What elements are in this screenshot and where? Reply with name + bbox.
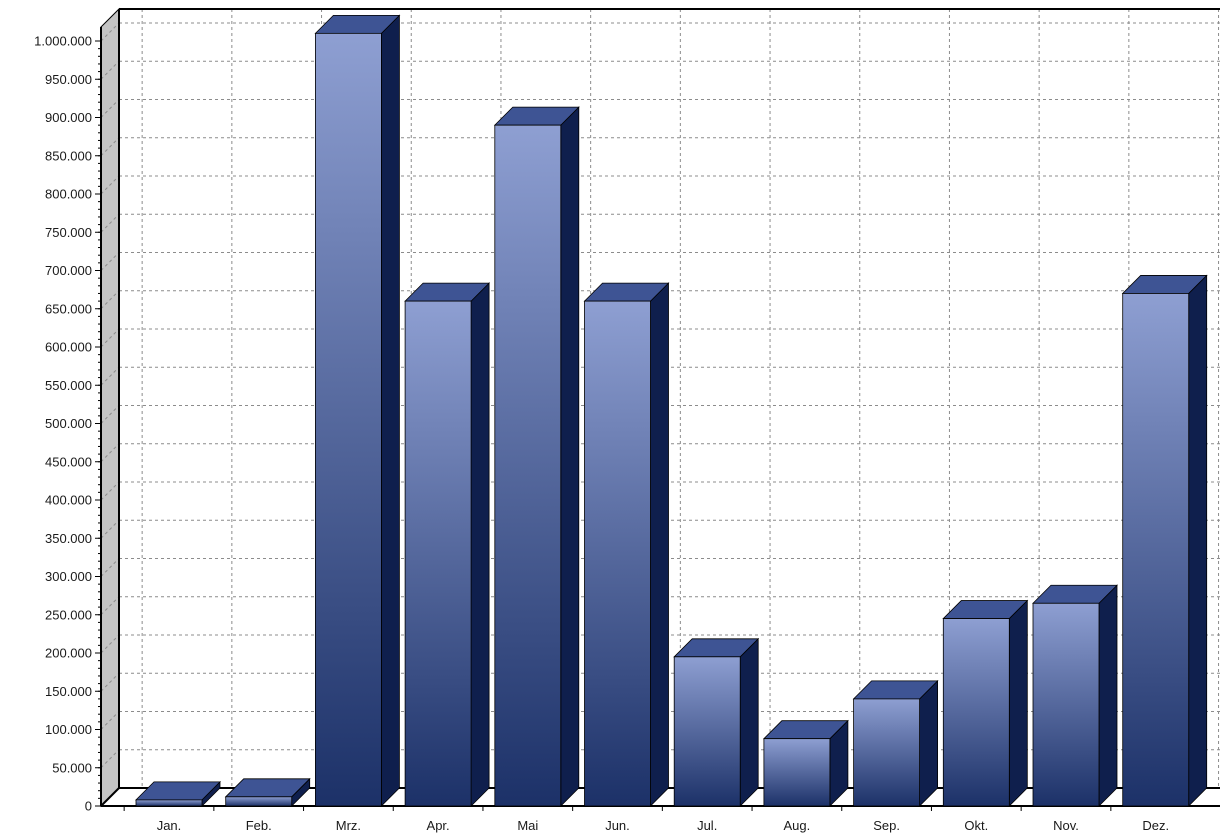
y-gridline-wall: [100, 60, 120, 80]
y-gridline-wall: [100, 596, 120, 616]
y-gridline-wall: [100, 175, 120, 195]
y-tick-label: 100.000: [45, 722, 92, 737]
y-gridline-wall: [100, 328, 120, 348]
bar-jul: [673, 637, 760, 807]
y-tick-label: 800.000: [45, 187, 92, 202]
y-gridline-wall: [100, 290, 120, 310]
x-tick-label: Jul.: [697, 818, 717, 833]
y-gridline-wall: [100, 749, 120, 769]
bar-front: [404, 300, 472, 807]
y-tick-label: 450.000: [45, 454, 92, 469]
bar-apr: [404, 282, 491, 807]
x-tick-label: Nov.: [1053, 818, 1079, 833]
x-tick-label: Apr.: [427, 818, 450, 833]
bar-jan: [135, 780, 221, 807]
bar-side: [1188, 274, 1208, 807]
bar-front: [673, 656, 741, 807]
bar-side: [560, 106, 580, 807]
bar-front: [314, 32, 382, 807]
x-tick-label: Okt.: [964, 818, 988, 833]
bar-front: [584, 300, 651, 807]
bar-front: [135, 799, 203, 807]
y-gridline-wall: [100, 443, 120, 463]
y-gridline-wall: [100, 213, 120, 233]
bar-side: [380, 14, 400, 807]
y-tick-label: 500.000: [45, 416, 92, 431]
y-tick-label: 50.000: [52, 760, 92, 775]
bar-side: [650, 282, 669, 807]
floor-edge: [100, 787, 120, 807]
x-tick-label: Sep.: [873, 818, 900, 833]
y-tick-label: 250.000: [45, 607, 92, 622]
bar-front: [942, 618, 1010, 807]
bar-side: [1008, 599, 1028, 807]
bar-side: [739, 637, 759, 807]
x-tick-label: Mai: [517, 818, 538, 833]
y-gridline-wall: [100, 558, 120, 577]
y-tick-label: 700.000: [45, 263, 92, 278]
bar-front: [225, 796, 293, 807]
bar-front: [494, 124, 562, 807]
bar-mai: [493, 106, 580, 807]
y-gridline-wall: [100, 672, 120, 692]
y-gridline-wall: [100, 22, 120, 42]
y-gridline-wall: [100, 481, 120, 501]
y-tick-label: 900.000: [45, 110, 92, 125]
y-tick-label: 200.000: [45, 646, 92, 661]
y-tick-label: 850.000: [45, 148, 92, 163]
y-gridline-wall: [100, 405, 120, 424]
bar-side: [919, 679, 938, 807]
bar-side: [1098, 584, 1118, 807]
bar-front: [1122, 293, 1190, 807]
y-tick-label: 950.000: [45, 72, 92, 87]
y-tick-label: 600.000: [45, 340, 92, 355]
x-tick-label: Mrz.: [336, 818, 361, 833]
y-tick-label: 350.000: [45, 531, 92, 546]
bar-okt: [942, 599, 1029, 807]
y-tick-label: 550.000: [45, 378, 92, 393]
y-gridline-wall: [100, 366, 120, 386]
left-wall: [100, 7, 120, 808]
y-gridline-wall: [100, 711, 120, 730]
y-gridline-wall: [100, 137, 120, 157]
x-tick-label: Aug.: [784, 818, 811, 833]
bar-mrz: [314, 14, 401, 807]
bar-feb: [224, 777, 311, 807]
y-tick-label: 0: [85, 799, 92, 814]
y-gridline-wall: [100, 99, 120, 118]
x-tick-label: Jan.: [157, 818, 182, 833]
bar-side: [470, 282, 490, 807]
bar-aug: [762, 719, 849, 807]
bar-dez: [1121, 274, 1208, 807]
x-tick-label: Dez.: [1142, 818, 1169, 833]
y-tick-label: 750.000: [45, 225, 92, 240]
y-tick-label: 650.000: [45, 301, 92, 316]
bar-sep: [852, 679, 939, 807]
y-tick-label: 400.000: [45, 493, 92, 508]
y-tick-label: 150.000: [45, 684, 92, 699]
y-gridline-wall: [100, 634, 120, 654]
y-tick-label: 300.000: [45, 569, 92, 584]
x-tick-label: Jun.: [605, 818, 630, 833]
bar-jun: [583, 282, 670, 807]
y-tick-label: 1.000.000: [34, 34, 92, 49]
bar-front: [1032, 602, 1100, 807]
y-gridline-wall: [100, 519, 120, 539]
bar-front: [763, 738, 831, 807]
y-gridline-wall: [100, 252, 120, 271]
bar-nov: [1032, 584, 1118, 807]
x-tick-label: Feb.: [246, 818, 272, 833]
bar-front: [853, 698, 920, 807]
